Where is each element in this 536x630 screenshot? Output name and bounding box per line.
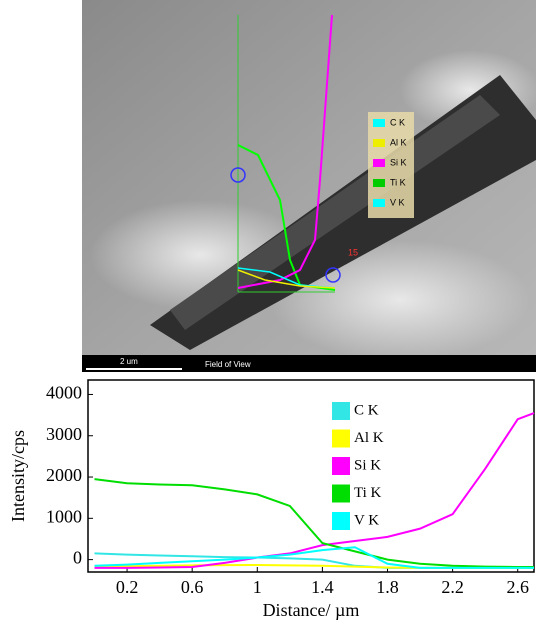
x-tick-label: 1.8 — [376, 577, 399, 597]
x-axis-label: Distance/ µm — [263, 600, 360, 620]
x-tick-label: 2.6 — [506, 577, 529, 597]
caption: Field of View — [205, 360, 251, 369]
y-tick-label: 4000 — [46, 383, 82, 403]
legend-label: Si K — [354, 457, 381, 473]
legend-swatch — [332, 430, 350, 448]
legend-label: V K — [354, 512, 379, 528]
y-tick-label: 1000 — [46, 506, 82, 526]
plot-frame — [88, 380, 534, 572]
x-tick-label: 1 — [253, 577, 262, 597]
legend-swatch — [332, 485, 350, 503]
sem-image: 15 C K Al K Si K Ti K V K 2 um Field of View — [82, 0, 536, 372]
inset-legend-swatch — [373, 199, 385, 207]
inset-legend-label: Al K — [390, 137, 407, 147]
inset-legend-swatch — [373, 139, 385, 147]
marker-label: 15 — [348, 247, 358, 257]
legend-label: C K — [354, 402, 379, 418]
legend-label: Al K — [354, 430, 384, 446]
legend-label: Ti K — [354, 485, 382, 501]
inset-legend-label: V K — [390, 197, 405, 207]
legend-swatch — [332, 402, 350, 420]
y-tick-label: 3000 — [46, 424, 82, 444]
inset-legend-swatch — [373, 119, 385, 127]
legend-swatch — [332, 512, 350, 530]
page: 15 C K Al K Si K Ti K V K 2 um Field of View… — [0, 0, 536, 625]
inset-legend-label: C K — [390, 117, 405, 127]
x-tick-label: 1.4 — [311, 577, 334, 597]
y-tick-label: 2000 — [46, 465, 82, 485]
inset-legend-label: Si K — [390, 157, 407, 167]
x-tick-label: 0.2 — [116, 577, 139, 597]
legend-swatch — [332, 457, 350, 475]
x-tick-label: 0.6 — [181, 577, 204, 597]
inset-legend-label: Ti K — [390, 177, 406, 187]
inset-legend-swatch — [373, 159, 385, 167]
y-axis-label: Intensity/cps — [8, 430, 28, 522]
scale-label: 2 um — [120, 357, 138, 366]
y-tick-label: 0 — [73, 548, 82, 568]
x-tick-label: 2.2 — [441, 577, 464, 597]
inset-legend-swatch — [373, 179, 385, 187]
